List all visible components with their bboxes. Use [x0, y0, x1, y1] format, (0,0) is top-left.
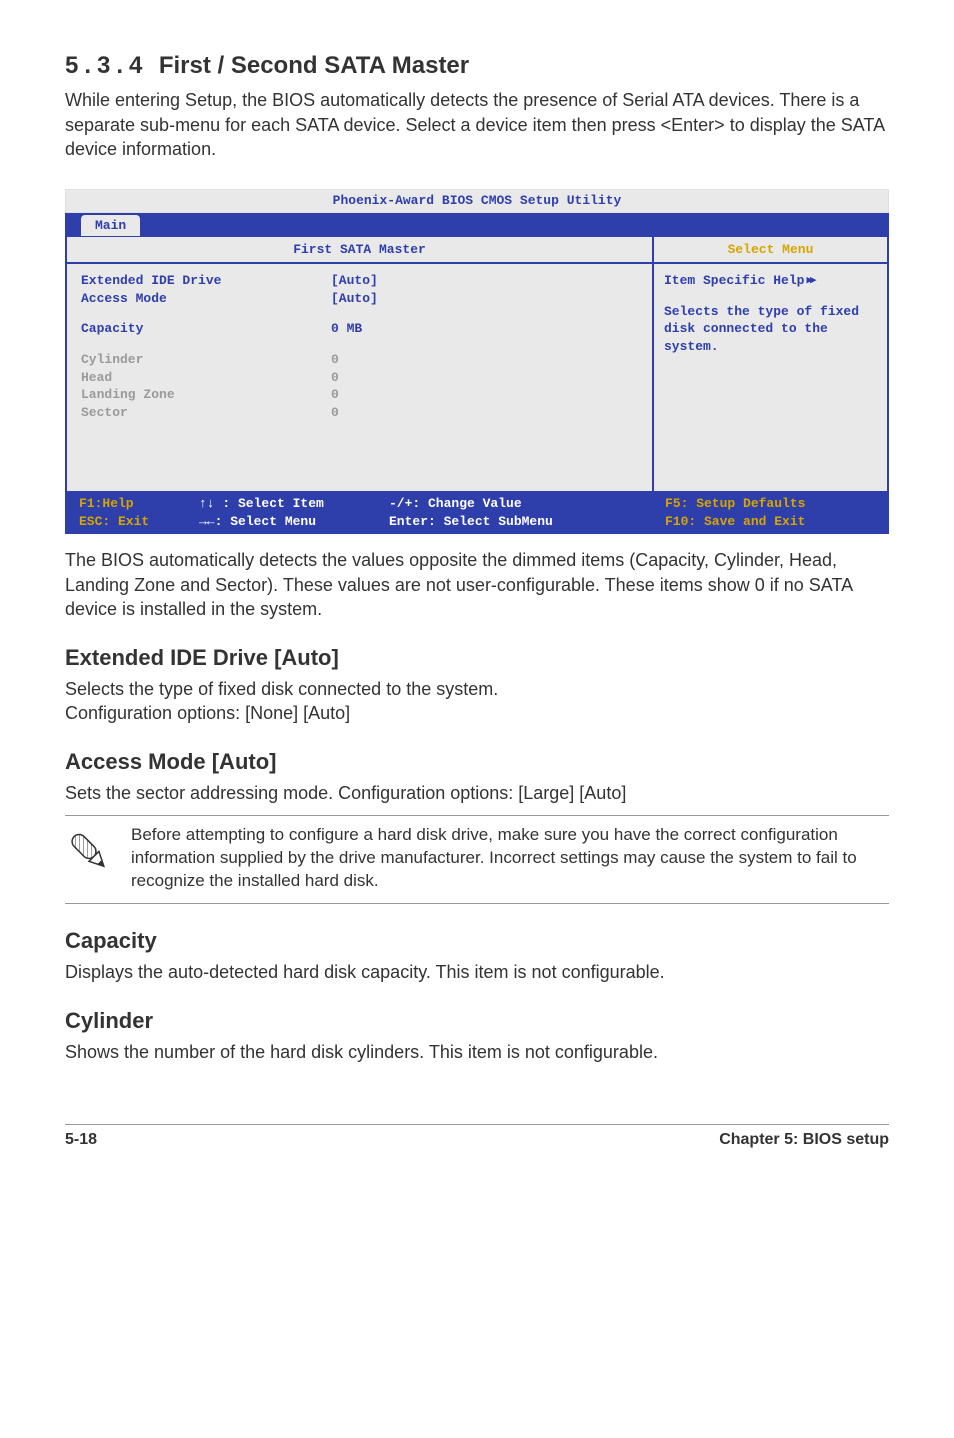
- f10-save: F10: Save and Exit: [665, 513, 875, 531]
- bios-body: First SATA Master Extended IDE Drive [Au…: [65, 235, 889, 493]
- note-block: Before attempting to configure a hard di…: [65, 815, 889, 904]
- field-sector: Sector 0: [81, 404, 638, 422]
- field-head: Head 0: [81, 369, 638, 387]
- bios-right-pane: Select Menu Item Specific Help▶▶ Selects…: [654, 235, 889, 493]
- bios-tab-row: Main: [65, 213, 889, 235]
- triangle-icon: ▶▶: [806, 274, 813, 289]
- capacity-body: Displays the auto-detected hard disk cap…: [65, 960, 889, 984]
- arrows-updown-icon: ↑↓: [199, 496, 222, 511]
- select-menu: : Select Menu: [215, 514, 316, 529]
- page-footer: 5-18 Chapter 5: BIOS setup: [65, 1124, 889, 1151]
- enter-submenu: Enter: Select SubMenu: [389, 513, 665, 531]
- field-value: 0: [331, 351, 339, 369]
- field-value: 0: [331, 386, 339, 404]
- bios-help: Item Specific Help▶▶ Selects the type of…: [654, 264, 887, 363]
- section-header: 5.3.4 First / Second SATA Master: [65, 50, 889, 82]
- footer-col1: F1:Help ESC: Exit: [79, 495, 199, 530]
- bios-titlebar: Phoenix-Award BIOS CMOS Setup Utility: [65, 189, 889, 213]
- heading-access-mode: Access Mode [Auto]: [65, 747, 889, 777]
- field-value: 0: [331, 369, 339, 387]
- field-landing-zone: Landing Zone 0: [81, 386, 638, 404]
- field-label: Head: [81, 369, 331, 387]
- bios-right-header: Select Menu: [654, 237, 887, 265]
- bios-panel: Phoenix-Award BIOS CMOS Setup Utility Ma…: [65, 189, 889, 534]
- ext-ide-line2: Configuration options: [None] [Auto]: [65, 701, 889, 725]
- change-value: -/+: Change Value: [389, 495, 665, 513]
- cylinder-body: Shows the number of the hard disk cylind…: [65, 1040, 889, 1064]
- page-number: 5-18: [65, 1129, 97, 1151]
- field-value: 0 MB: [331, 320, 362, 338]
- field-value: 0: [331, 404, 339, 422]
- help-heading: Item Specific Help: [664, 272, 804, 290]
- field-label: Capacity: [81, 320, 331, 338]
- heading-extended-ide: Extended IDE Drive [Auto]: [65, 643, 889, 673]
- section-title: First / Second SATA Master: [159, 50, 469, 82]
- section-number: 5.3.4: [65, 50, 148, 82]
- field-extended-ide[interactable]: Extended IDE Drive [Auto]: [81, 272, 638, 290]
- field-label: Access Mode: [81, 290, 331, 308]
- bios-left-header: First SATA Master: [67, 237, 652, 265]
- field-value: [Auto]: [331, 272, 378, 290]
- field-label: Sector: [81, 404, 331, 422]
- heading-capacity: Capacity: [65, 926, 889, 956]
- help-body: Selects the type of fixed disk connected…: [664, 303, 877, 356]
- intro-paragraph: While entering Setup, the BIOS automatic…: [65, 88, 889, 161]
- field-label: Landing Zone: [81, 386, 331, 404]
- heading-cylinder: Cylinder: [65, 1006, 889, 1036]
- esc-exit: ESC: Exit: [79, 514, 149, 529]
- bios-left-pane: First SATA Master Extended IDE Drive [Au…: [65, 235, 654, 493]
- footer-col3: -/+: Change Value Enter: Select SubMenu: [389, 495, 665, 530]
- f1-help: F1:Help: [79, 496, 134, 511]
- footer-col2: ↑↓ : Select Item →←: Select Menu: [199, 495, 389, 530]
- ext-ide-line1: Selects the type of fixed disk connected…: [65, 677, 889, 701]
- f5-defaults: F5: Setup Defaults: [665, 495, 875, 513]
- help-heading-row: Item Specific Help▶▶: [664, 272, 877, 290]
- select-item: : Select Item: [222, 496, 323, 511]
- pencil-icon: [65, 824, 113, 881]
- chapter-label: Chapter 5: BIOS setup: [719, 1129, 889, 1151]
- field-label: Extended IDE Drive: [81, 272, 331, 290]
- bios-tab-main[interactable]: Main: [81, 215, 140, 237]
- field-capacity: Capacity 0 MB: [81, 320, 638, 338]
- field-cylinder: Cylinder 0: [81, 351, 638, 369]
- post-bios-paragraph: The BIOS automatically detects the value…: [65, 548, 889, 621]
- field-access-mode[interactable]: Access Mode [Auto]: [81, 290, 638, 308]
- bios-fields: Extended IDE Drive [Auto] Access Mode [A…: [67, 264, 652, 491]
- footer-col4: F5: Setup Defaults F10: Save and Exit: [665, 495, 875, 530]
- note-text: Before attempting to configure a hard di…: [131, 824, 889, 893]
- field-value: [Auto]: [331, 290, 378, 308]
- access-line1: Sets the sector addressing mode. Configu…: [65, 781, 889, 805]
- arrows-leftright-icon: →←: [199, 514, 215, 529]
- bios-footer: F1:Help ESC: Exit ↑↓ : Select Item →←: S…: [65, 493, 889, 534]
- field-label: Cylinder: [81, 351, 331, 369]
